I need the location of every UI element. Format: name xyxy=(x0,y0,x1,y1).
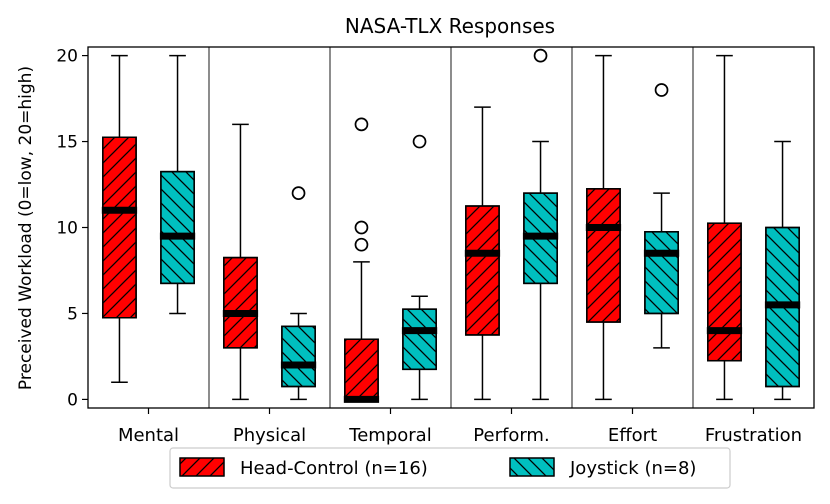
box-hatch xyxy=(160,170,195,285)
box-head-control xyxy=(222,123,259,401)
legend-swatch-head-control-hatch xyxy=(179,457,225,477)
box-hatch xyxy=(102,136,137,319)
y-tick-label: 20 xyxy=(56,47,78,67)
outlier-point xyxy=(412,134,427,149)
box-joystick xyxy=(401,134,438,401)
box-hatch xyxy=(707,222,742,362)
box-hatch xyxy=(281,325,316,388)
category-dividers xyxy=(208,47,694,408)
y-tick-label: 15 xyxy=(56,133,78,153)
x-tick-label: Frustration xyxy=(705,425,802,446)
box-head-control xyxy=(343,117,380,403)
box-joystick xyxy=(643,83,680,349)
box-hatch xyxy=(402,308,437,371)
box-hatch xyxy=(644,231,679,315)
box-head-control xyxy=(585,54,622,401)
x-axis: Mental Physical Temporal Perform. Effort Frus… xyxy=(118,408,802,446)
y-tick-label: 0 xyxy=(67,390,78,410)
x-tick-label: Effort xyxy=(608,425,657,446)
legend-swatch-joystick-hatch xyxy=(509,457,555,477)
box-joystick xyxy=(522,48,559,401)
y-tick-label: 10 xyxy=(56,219,78,239)
box-series xyxy=(101,48,801,403)
box-head-control xyxy=(464,106,501,401)
legend-frame xyxy=(169,447,731,489)
legend-label-head-control: Head-Control (n=16) xyxy=(240,458,428,479)
y-axis-label: Preceived Workload (0=low, 20=high) xyxy=(16,66,36,390)
outlier-point xyxy=(354,117,369,132)
box-head-control xyxy=(101,54,138,383)
y-tick-label: 5 xyxy=(67,304,78,324)
outlier-point xyxy=(354,237,369,252)
box-joystick xyxy=(280,186,317,401)
box-joystick xyxy=(764,140,801,401)
legend-label-joystick: Joystick (n=8) xyxy=(569,458,696,479)
outlier-point xyxy=(291,186,306,200)
y-axis: 0 5 10 15 20 xyxy=(56,47,88,410)
legend: Head-Control (n=16) Joystick (n=8) xyxy=(169,447,731,489)
box-hatch xyxy=(223,256,258,349)
box-joystick xyxy=(159,54,196,315)
box-hatch xyxy=(344,338,379,401)
box-head-control xyxy=(706,54,743,401)
outlier-point xyxy=(533,48,548,63)
plot-frame xyxy=(87,46,815,409)
box-hatch xyxy=(586,188,621,323)
x-tick-label: Mental xyxy=(118,425,179,446)
x-tick-label: Temporal xyxy=(348,425,431,446)
outlier-point xyxy=(354,220,369,235)
chart-title: NASA-TLX Responses xyxy=(345,14,555,38)
x-tick-label: Perform. xyxy=(473,425,549,446)
outlier-point xyxy=(654,83,669,97)
x-tick-label: Physical xyxy=(233,425,306,446)
box-hatch xyxy=(465,205,500,336)
